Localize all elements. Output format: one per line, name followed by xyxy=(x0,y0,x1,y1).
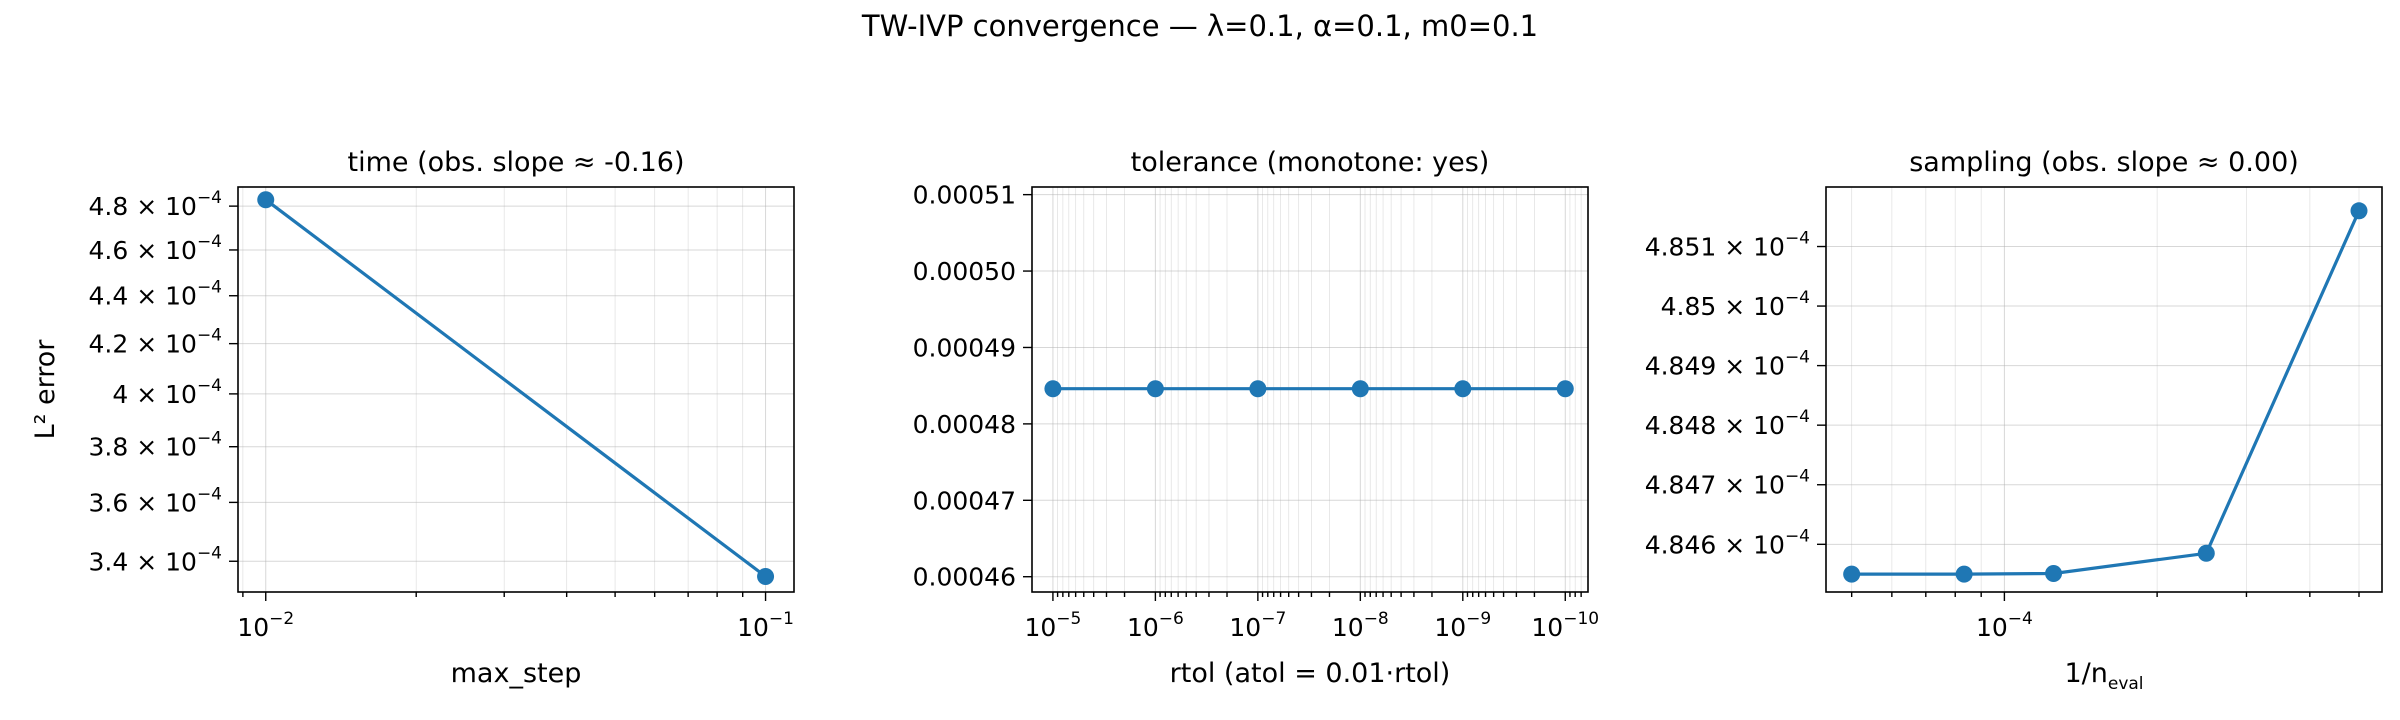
subplot-1: 10−2 10−1 3.4 × 10−4 3.6 × 10−4 3.8 × 10−4 4 … xyxy=(30,147,795,689)
y-tick-label: 0.00051 xyxy=(913,181,1016,210)
axes-frame xyxy=(1031,186,1589,593)
x-axis-label: 1/neval xyxy=(2064,658,2143,694)
data-point xyxy=(1955,565,1973,583)
y-tick-label: 3.8 × 10−4 xyxy=(89,429,222,462)
subplot-2: 10−5 10−6 10−7 10−8 10−9 10−10 0.00046 0.00047 0… xyxy=(913,147,1600,689)
x-axis-label: max_step xyxy=(451,658,582,689)
series-line xyxy=(1851,210,2361,576)
data-point xyxy=(1454,380,1472,398)
axes-frame xyxy=(1825,186,2383,593)
axes-frame xyxy=(237,186,795,593)
grid xyxy=(238,187,794,592)
subplot-title: tolerance (monotone: yes) xyxy=(1131,147,1490,178)
y-tick-label: 0.00050 xyxy=(913,257,1016,286)
y-tick-label: 0.00047 xyxy=(913,486,1016,515)
y-tick-label: 4.6 × 10−4 xyxy=(89,232,222,265)
x-tick-label: 10−6 xyxy=(1127,609,1184,642)
x-tick-label: 10−10 xyxy=(1531,609,1599,642)
y-tick-label: 0.00049 xyxy=(913,333,1016,362)
y-tick-label: 4.849 × 10−4 xyxy=(1645,348,1810,381)
data-point xyxy=(757,568,775,586)
y-tick-label: 0.00046 xyxy=(913,563,1016,592)
y-tick-label: 4.85 × 10−4 xyxy=(1661,288,1810,321)
data-point xyxy=(1843,565,1861,583)
subplot-title: time (obs. slope ≈ -0.16) xyxy=(347,147,684,178)
data-point xyxy=(1146,380,1164,398)
y-tick-label: 0.00048 xyxy=(913,410,1016,439)
grid xyxy=(1826,187,2382,592)
subplot-title: sampling (obs. slope ≈ 0.00) xyxy=(1909,147,2299,178)
x-tick-label: 10−8 xyxy=(1332,609,1389,642)
series-line xyxy=(264,198,767,578)
data-point xyxy=(257,191,275,209)
y-tick-label: 3.6 × 10−4 xyxy=(89,484,222,517)
y-tick-label: 4.8 × 10−4 xyxy=(89,188,222,221)
data-point xyxy=(1351,380,1369,398)
y-tick-label: 4 × 10−4 xyxy=(112,376,222,409)
y-tick-label: 4.2 × 10−4 xyxy=(89,326,222,359)
y-axis-label: L² error xyxy=(30,339,61,440)
data-point xyxy=(2197,544,2215,562)
y-tick-label: 4.4 × 10−4 xyxy=(89,278,222,311)
data-point xyxy=(2350,202,2368,220)
x-tick-label: 10−2 xyxy=(237,609,294,642)
x-tick-label: 10−1 xyxy=(737,609,794,642)
y-tick-label: 4.846 × 10−4 xyxy=(1645,526,1810,559)
y-tick-label: 4.851 × 10−4 xyxy=(1645,229,1810,262)
x-axis-label: rtol (atol = 0.01·rtol) xyxy=(1170,658,1451,689)
x-tick-label: 10−7 xyxy=(1229,609,1286,642)
x-tick-label: 10−4 xyxy=(1976,609,2033,642)
x-tick-label: 10−9 xyxy=(1434,609,1491,642)
figure-title: TW-IVP convergence — λ=0.1, α=0.1, m0=0.… xyxy=(861,9,1538,43)
x-tick-label: 10−5 xyxy=(1024,609,1081,642)
y-tick-label: 3.4 × 10−4 xyxy=(89,543,222,576)
subplots: 10−2 10−1 3.4 × 10−4 3.6 × 10−4 3.8 × 10−4 4 … xyxy=(30,147,2383,694)
data-point xyxy=(1044,380,1062,398)
data-point xyxy=(1556,380,1574,398)
data-point xyxy=(2045,565,2063,583)
subplot-3: 10−4 4.846 × 10−4 4.847 × 10−4 4.848 × 10−4… xyxy=(1645,147,2383,694)
y-tick-label: 4.848 × 10−4 xyxy=(1645,407,1810,440)
data-point xyxy=(1249,380,1267,398)
y-tick-label: 4.847 × 10−4 xyxy=(1645,467,1810,500)
